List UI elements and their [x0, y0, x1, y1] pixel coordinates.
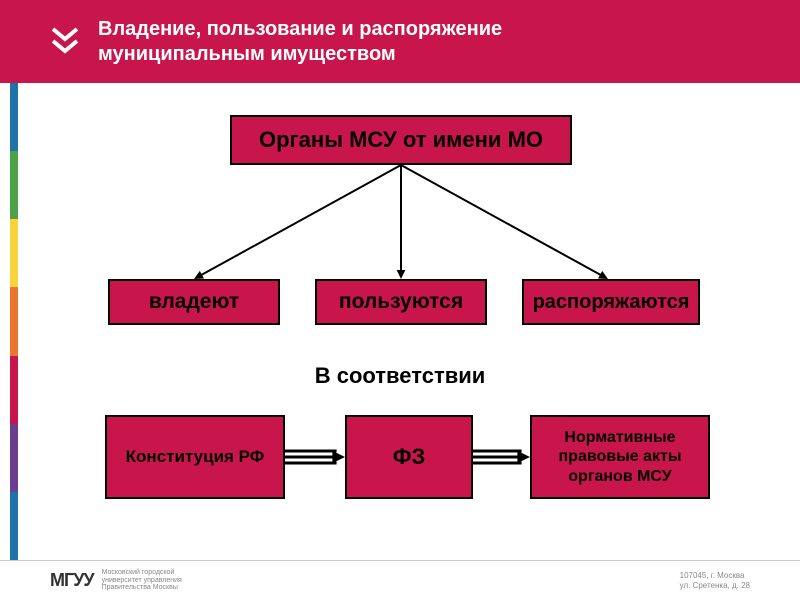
footer-logo: МГУУ	[50, 570, 94, 591]
page-title: Владение, пользование и распоряжениемуни…	[98, 17, 502, 67]
mid-node-1: владеют	[108, 279, 280, 325]
mid-node-3: распоряжаются	[522, 279, 700, 325]
header-bar: Владение, пользование и распоряжениемуни…	[0, 0, 800, 83]
diagram-area: Органы МСУ от имени МО владеют пользуютс…	[0, 83, 800, 600]
mid-node-2: пользуются	[315, 279, 487, 325]
bottom-node-2: ФЗ	[345, 415, 473, 499]
footer-org-text: Московский городскойуниверситет управлен…	[102, 569, 182, 592]
footer-bar: МГУУ Московский городскойуниверситет упр…	[0, 560, 800, 600]
footer-address: 107045, г. Москваул. Сретенка, д. 28	[680, 571, 750, 590]
bottom-node-1: Конституция РФ	[105, 415, 285, 499]
bottom-node-3: Нормативные правовые акты органов МСУ	[530, 415, 710, 499]
top-node: Органы МСУ от имени МО	[230, 115, 572, 165]
chevron-down-icon	[50, 26, 80, 58]
subtitle-text: В соответствии	[0, 363, 800, 389]
